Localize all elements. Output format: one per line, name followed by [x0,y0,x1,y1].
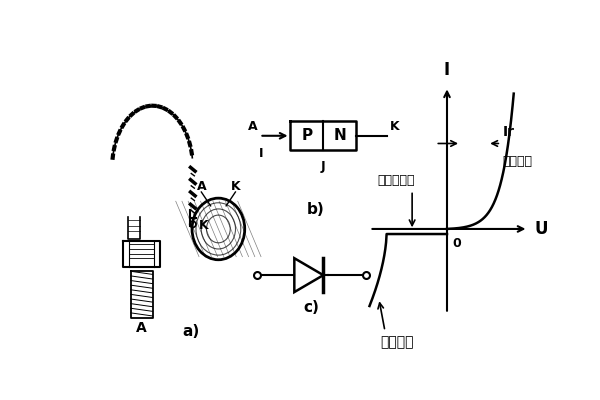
Text: 反向击穿: 反向击穿 [380,335,413,349]
Text: Ir: Ir [503,125,515,139]
Text: I: I [259,146,263,160]
Text: K: K [199,219,209,232]
Text: a): a) [182,324,200,339]
Text: J: J [321,160,326,173]
Text: A: A [197,180,206,193]
Text: P: P [301,128,313,143]
Text: K: K [389,120,399,134]
Text: U: U [535,220,548,238]
Text: I: I [444,61,450,79]
Text: N: N [334,128,346,143]
Text: A: A [136,321,147,335]
Text: c): c) [304,300,319,315]
Text: b): b) [307,202,324,217]
Text: 反向漏电流: 反向漏电流 [378,174,415,186]
Text: A: A [248,120,257,134]
Text: 0: 0 [452,237,461,250]
Text: K: K [230,180,240,193]
Text: 正向电压: 正向电压 [503,155,533,168]
